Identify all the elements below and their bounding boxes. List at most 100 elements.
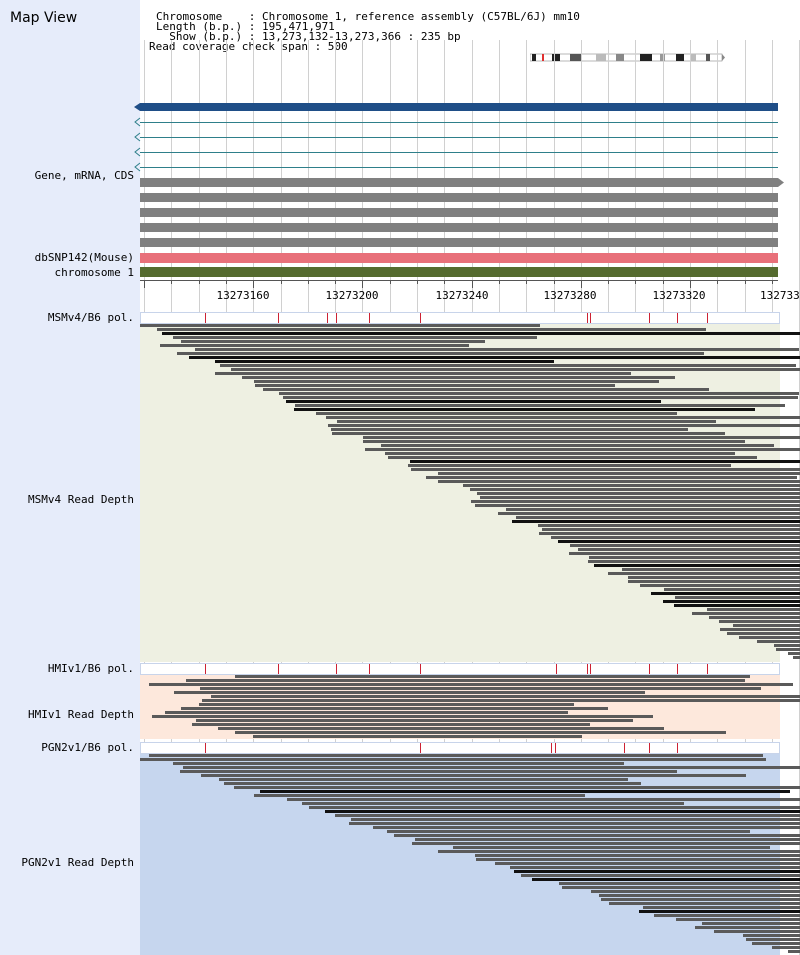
read-bar[interactable]: [218, 727, 664, 730]
mrna-line[interactable]: [140, 122, 778, 123]
snp-mark[interactable]: [677, 743, 678, 753]
cds-bar[interactable]: [140, 223, 778, 232]
snp-mark[interactable]: [707, 313, 708, 323]
read-bar[interactable]: [412, 842, 800, 845]
read-bar[interactable]: [316, 412, 677, 415]
mrna-line[interactable]: [140, 137, 778, 138]
snp-mark[interactable]: [336, 664, 337, 674]
read-bar[interactable]: [601, 898, 800, 901]
read-bar[interactable]: [692, 612, 800, 615]
read-bar[interactable]: [702, 922, 800, 925]
read-bar[interactable]: [733, 624, 800, 627]
read-bar[interactable]: [709, 616, 800, 619]
read-bar[interactable]: [192, 723, 590, 726]
cds-bar[interactable]: [140, 238, 778, 247]
read-bar[interactable]: [162, 332, 800, 335]
snp-mark[interactable]: [369, 664, 370, 674]
read-bar[interactable]: [438, 850, 800, 853]
snp-mark[interactable]: [587, 313, 588, 323]
read-bar[interactable]: [394, 834, 800, 837]
read-bar[interactable]: [539, 532, 800, 535]
read-bar[interactable]: [506, 508, 800, 511]
read-bar[interactable]: [286, 400, 661, 403]
read-bar[interactable]: [263, 388, 709, 391]
snp-mark[interactable]: [420, 664, 421, 674]
read-bar[interactable]: [591, 890, 800, 893]
read-bar[interactable]: [234, 786, 800, 789]
dbsnp-bar[interactable]: [140, 253, 778, 263]
read-bar[interactable]: [743, 934, 800, 937]
read-bar[interactable]: [463, 484, 800, 487]
read-bar[interactable]: [410, 460, 800, 463]
read-bar[interactable]: [199, 703, 574, 706]
read-bar[interactable]: [255, 384, 615, 387]
cds-bar[interactable]: [140, 193, 778, 202]
read-bar[interactable]: [514, 870, 800, 873]
read-bar[interactable]: [328, 424, 800, 427]
read-bar[interactable]: [628, 580, 800, 583]
read-bar[interactable]: [387, 830, 750, 833]
read-bar[interactable]: [559, 882, 800, 885]
read-bar[interactable]: [772, 946, 800, 949]
read-bar[interactable]: [532, 878, 800, 881]
read-bar[interactable]: [521, 874, 800, 877]
read-bar[interactable]: [714, 930, 800, 933]
read-bar[interactable]: [254, 380, 659, 383]
read-bar[interactable]: [181, 707, 608, 710]
read-bar[interactable]: [569, 552, 800, 555]
read-bar[interactable]: [480, 496, 800, 499]
snp-mark[interactable]: [590, 313, 591, 323]
read-bar[interactable]: [302, 802, 684, 805]
chromosome-bar[interactable]: [140, 267, 778, 277]
read-bar[interactable]: [664, 588, 800, 591]
read-bar[interactable]: [152, 715, 653, 718]
read-bar[interactable]: [589, 556, 800, 559]
read-bar[interactable]: [408, 464, 731, 467]
pgn-read-depth-track[interactable]: [140, 754, 800, 955]
read-bar[interactable]: [788, 950, 800, 953]
read-bar[interactable]: [453, 846, 770, 849]
read-bar[interactable]: [720, 628, 800, 631]
read-bar[interactable]: [609, 902, 800, 905]
cds-bar[interactable]: [140, 208, 778, 217]
read-bar[interactable]: [363, 436, 800, 439]
read-bar[interactable]: [774, 644, 800, 647]
read-bar[interactable]: [183, 766, 800, 769]
read-bar[interactable]: [475, 504, 800, 507]
snp-mark[interactable]: [707, 664, 708, 674]
read-bar[interactable]: [639, 910, 800, 913]
hmi-read-depth-track[interactable]: [140, 675, 800, 739]
cds-bar[interactable]: [140, 178, 778, 187]
read-bar[interactable]: [793, 656, 800, 659]
snp-mark[interactable]: [677, 313, 678, 323]
snp-mark[interactable]: [590, 664, 591, 674]
read-bar[interactable]: [260, 790, 790, 793]
read-bar[interactable]: [189, 356, 800, 359]
read-bar[interactable]: [181, 340, 485, 343]
read-bar[interactable]: [140, 758, 766, 761]
read-bar[interactable]: [746, 938, 800, 941]
read-bar[interactable]: [411, 468, 800, 471]
snp-mark[interactable]: [649, 664, 650, 674]
snp-mark[interactable]: [205, 664, 206, 674]
read-bar[interactable]: [551, 536, 800, 539]
read-bar[interactable]: [219, 778, 628, 781]
read-bar[interactable]: [512, 520, 800, 523]
read-bar[interactable]: [608, 572, 800, 575]
snp-mark[interactable]: [556, 664, 557, 674]
snp-mark[interactable]: [278, 313, 279, 323]
read-bar[interactable]: [149, 683, 793, 686]
read-bar[interactable]: [588, 560, 800, 563]
read-bar[interactable]: [757, 640, 800, 643]
snp-mark[interactable]: [327, 313, 328, 323]
read-bar[interactable]: [177, 352, 704, 355]
read-bar[interactable]: [471, 500, 800, 503]
read-bar[interactable]: [426, 476, 797, 479]
read-bar[interactable]: [326, 416, 800, 419]
read-bar[interactable]: [752, 942, 800, 945]
read-bar[interactable]: [628, 576, 800, 579]
read-bar[interactable]: [242, 376, 675, 379]
read-bar[interactable]: [739, 636, 800, 639]
read-bar[interactable]: [149, 754, 763, 757]
read-bar[interactable]: [332, 432, 725, 435]
